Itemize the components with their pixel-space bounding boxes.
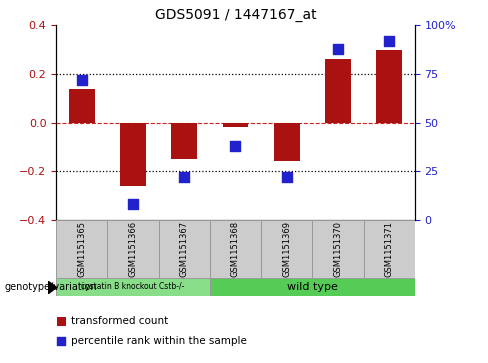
Text: GSM1151365: GSM1151365 [77, 221, 86, 277]
Bar [364, 220, 415, 278]
Bar [325, 60, 351, 122]
Bar [57, 317, 66, 326]
Bar [107, 220, 159, 278]
Text: GSM1151369: GSM1151369 [282, 221, 291, 277]
Bar [261, 220, 312, 278]
Point [334, 46, 342, 52]
Point [283, 174, 291, 180]
Bar [376, 50, 402, 122]
Text: GSM1151371: GSM1151371 [385, 221, 394, 277]
Text: percentile rank within the sample: percentile rank within the sample [71, 336, 246, 346]
Bar [274, 122, 300, 161]
Bar [223, 122, 248, 127]
Bar [210, 278, 415, 296]
Bar [171, 122, 197, 159]
Text: GSM1151368: GSM1151368 [231, 221, 240, 277]
Text: transformed count: transformed count [71, 316, 168, 326]
Point [181, 174, 188, 180]
Point [129, 201, 137, 207]
Text: wild type: wild type [287, 282, 338, 292]
Bar [56, 220, 107, 278]
Text: genotype/variation: genotype/variation [5, 282, 98, 293]
Text: GSM1151366: GSM1151366 [128, 221, 138, 277]
Bar [312, 220, 364, 278]
Point [78, 77, 86, 83]
Point [232, 143, 240, 149]
Point [58, 338, 65, 344]
Bar [159, 220, 210, 278]
Bar [120, 122, 146, 185]
Bar [56, 278, 210, 296]
Bar [210, 220, 261, 278]
Title: GDS5091 / 1447167_at: GDS5091 / 1447167_at [155, 8, 316, 22]
Text: GSM1151370: GSM1151370 [333, 221, 343, 277]
Text: cystatin B knockout Cstb-/-: cystatin B knockout Cstb-/- [81, 282, 184, 291]
Polygon shape [48, 281, 57, 294]
Point [386, 38, 393, 44]
Text: GSM1151367: GSM1151367 [180, 221, 189, 277]
Bar [69, 89, 95, 122]
